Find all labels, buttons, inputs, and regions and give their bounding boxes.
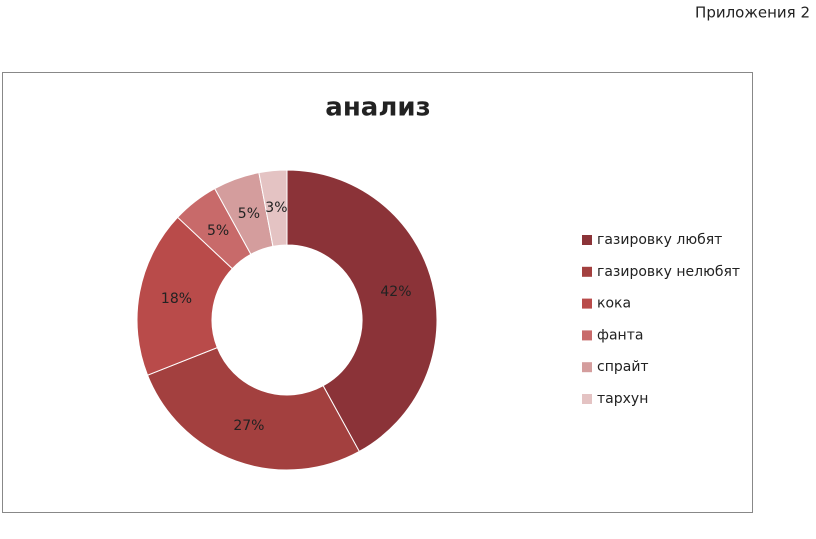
legend-swatch — [582, 235, 592, 245]
slice — [136, 216, 234, 376]
legend-swatch — [582, 266, 592, 277]
legend-label: спрайт — [597, 359, 649, 375]
legend-label: газировку любят — [597, 232, 722, 248]
legend-label: кока — [597, 296, 631, 312]
legend-label: газировку нелюбят — [597, 264, 740, 280]
slice — [258, 169, 288, 247]
slices: 42% 27% 18% 5% 5% 3% — [136, 169, 438, 471]
data-label: 3% — [265, 200, 287, 216]
legend-swatch — [582, 330, 592, 341]
legend-swatch — [582, 298, 592, 309]
data-label: 18% — [161, 291, 192, 307]
page-heading: Приложения 2 — [695, 4, 810, 22]
legend-swatch — [582, 362, 592, 373]
legend-label: тархун — [597, 391, 648, 407]
slice — [146, 346, 360, 471]
legend-label: фанта — [597, 327, 643, 343]
data-label: 42% — [380, 284, 411, 300]
legend: газировку любят газировку нелюбят кока фант… — [582, 232, 740, 407]
chart-title: анализ — [325, 93, 430, 123]
data-label: 27% — [233, 418, 264, 434]
slice — [286, 169, 438, 453]
data-label: 5% — [207, 223, 229, 239]
data-label: 5% — [238, 206, 260, 222]
legend-swatch — [582, 394, 592, 404]
